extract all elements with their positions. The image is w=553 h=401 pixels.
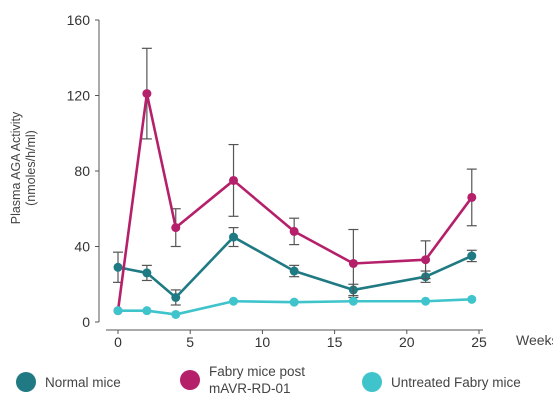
data-point: [467, 294, 477, 304]
legend-swatch-untreated-fabry-mice: [362, 372, 382, 392]
series-line: [118, 298, 472, 316]
data-point: [171, 292, 181, 302]
data-point: [142, 268, 152, 278]
series-1: [113, 47, 477, 316]
data-point: [113, 262, 123, 272]
data-point: [467, 192, 477, 202]
x-tick-label: 0: [114, 334, 122, 350]
data-point: [171, 223, 181, 233]
data-point: [142, 89, 152, 99]
x-axis: 0 5 10 15 20 25: [106, 329, 487, 350]
data-point: [421, 255, 431, 265]
x-axis-unit-label: Weeks: [516, 332, 553, 348]
data-point: [421, 296, 431, 306]
legend-label-fabry-mice-post: Fabry mice post mAVR-RD-01: [209, 364, 306, 396]
y-axis-label-line: (nmoles/h/ml): [24, 130, 38, 206]
y-tick-label: 0: [82, 314, 90, 330]
data-point: [289, 266, 299, 276]
legend-item-untreated-fabry-mice: Untreated Fabry mice: [362, 372, 521, 392]
legend-swatch-normal-mice: [16, 372, 36, 392]
x-tick-label: 5: [186, 334, 194, 350]
data-point: [229, 175, 239, 185]
x-tick-label: 10: [255, 334, 271, 350]
series-2: [113, 294, 477, 319]
series-0: [113, 227, 477, 306]
legend-item-fabry-mice-post: Fabry mice post mAVR-RD-01: [180, 363, 305, 397]
y-tick-label: 160: [67, 12, 91, 28]
data-point: [113, 306, 123, 316]
y-tick-label: 80: [74, 163, 90, 179]
line-chart: 0 40 80 120 160 0 5 10 15 20 25 Plasma AGA Activi…: [9, 12, 553, 350]
data-point: [142, 306, 152, 316]
y-axis-label: Plasma AGA Activity(nmoles/h/ml): [9, 111, 38, 224]
legend-label-untreated-fabry-mice: Untreated Fabry mice: [391, 374, 521, 390]
x-tick-label: 25: [471, 334, 487, 350]
data-point: [171, 309, 181, 319]
y-tick-label: 120: [67, 88, 91, 104]
y-tick-label: 40: [74, 239, 90, 255]
data-point: [229, 296, 239, 306]
data-point: [289, 297, 299, 307]
legend: Normal mice Fabry mice post mAVR-RD-01 U…: [0, 360, 553, 401]
data-point: [289, 226, 299, 236]
x-tick-label: 15: [327, 334, 343, 350]
data-point: [348, 296, 358, 306]
series-line: [116, 92, 473, 311]
data-point: [348, 258, 358, 268]
series-line: [117, 235, 473, 299]
legend-swatch-fabry-mice-post: [180, 370, 200, 390]
series-layer: [113, 47, 477, 319]
y-axis: 0 40 80 120 160: [67, 12, 100, 330]
y-axis-label-line: Plasma AGA Activity: [9, 111, 23, 224]
legend-item-normal-mice: Normal mice: [16, 372, 121, 392]
x-tick-label: 20: [399, 334, 415, 350]
data-point: [467, 251, 477, 261]
data-point: [229, 232, 239, 242]
legend-label-normal-mice: Normal mice: [45, 374, 121, 390]
